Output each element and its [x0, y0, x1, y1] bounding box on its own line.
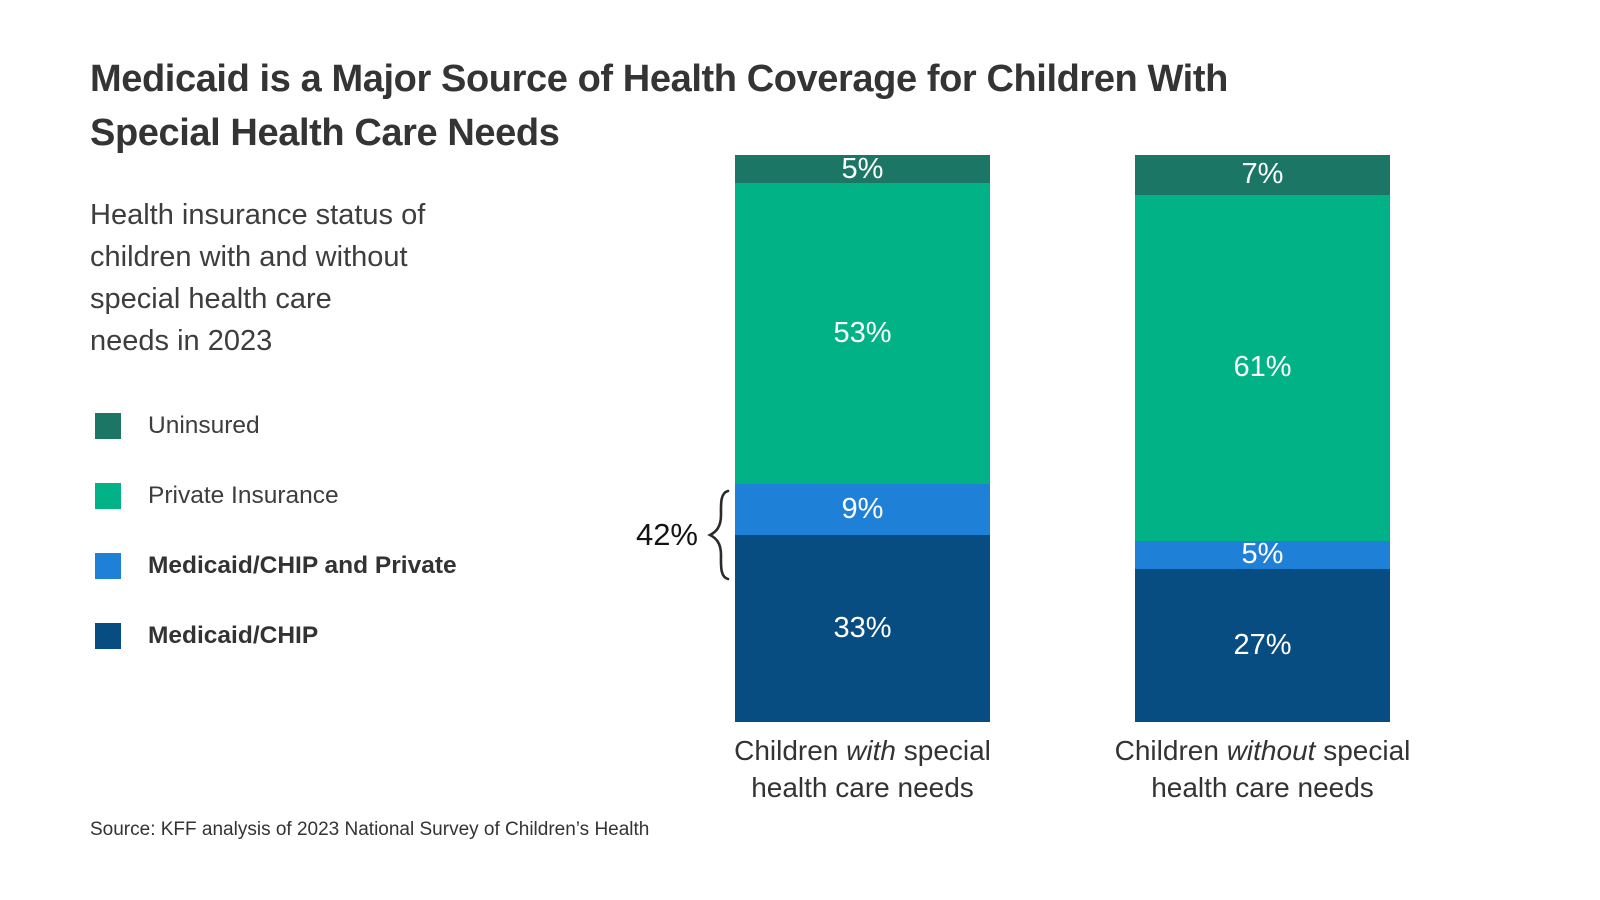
bar-segment-medicaid-chip: 33%: [735, 534, 990, 722]
legend-label: Uninsured: [148, 412, 260, 439]
uninsured-swatch-icon: [95, 413, 121, 439]
annotation-value: 42%: [635, 516, 698, 552]
legend-label: Medicaid/CHIP: [148, 622, 319, 649]
bar-segment-private-insurance: 53%: [735, 183, 990, 484]
bar-segment-uninsured: 7%: [1135, 155, 1390, 195]
medicaid-chip-swatch-icon: [95, 623, 121, 649]
segment-value-label: 7%: [1241, 158, 1284, 191]
legend-label: Private Insurance: [148, 482, 339, 509]
segment-value-label: 5%: [1241, 538, 1284, 571]
chart-title-line-2: Special Health Care Needs: [90, 112, 560, 154]
segment-value-label: 5%: [841, 152, 884, 185]
private-insurance-swatch-icon: [95, 483, 121, 509]
curly-brace-icon: [706, 489, 732, 586]
segment-value-label: 27%: [1233, 628, 1292, 661]
chart-title: Medicaid is a Major Source of Health Cov…: [90, 52, 1470, 160]
stacked-bar-0: 5% 53% 9% 33%: [735, 152, 990, 722]
axis-category-label-1: Children without special health care need…: [1114, 735, 1411, 803]
chart-subtitle: Health insurance status of children with…: [90, 194, 550, 362]
segment-value-label: 33%: [833, 611, 892, 644]
source-note: Source: KFF analysis of 2023 National Su…: [90, 819, 650, 840]
legend-item-medicaid-chip: Medicaid/CHIP: [95, 622, 457, 649]
bar-segment-medicaid-chip-and-private: 5%: [1135, 538, 1390, 571]
chart-subtitle-line-4: needs in 2023: [90, 325, 273, 357]
stacked-bar-1: 7% 61% 5% 27%: [1135, 155, 1390, 722]
chart-subtitle-line-3: special health care: [90, 283, 332, 315]
legend-item-private-insurance: Private Insurance: [95, 482, 457, 509]
medicaid-chip-and-private-swatch-icon: [95, 553, 121, 579]
segment-value-label: 61%: [1233, 351, 1292, 384]
segment-value-label: 9%: [841, 492, 884, 525]
chart-legend: Uninsured Private Insurance Medicaid/CHIP …: [95, 412, 457, 693]
legend-label: Medicaid/CHIP and Private: [148, 552, 457, 579]
bar-segment-private-insurance: 61%: [1135, 194, 1390, 541]
axis-category-label-0: Children with special health care needs: [734, 735, 991, 803]
chart-title-line-1: Medicaid is a Major Source of Health Cov…: [90, 58, 1228, 100]
chart-subtitle-line-1: Health insurance status of: [90, 199, 426, 231]
legend-item-medicaid-chip-and-private: Medicaid/CHIP and Private: [95, 552, 457, 579]
bar-segment-medicaid-chip: 27%: [1135, 568, 1390, 722]
bar-segment-medicaid-chip-and-private: 9%: [735, 483, 990, 535]
bar-segment-uninsured: 5%: [735, 152, 990, 185]
chart-subtitle-line-2: children with and without: [90, 241, 408, 273]
segment-value-label: 53%: [833, 317, 892, 350]
legend-item-uninsured: Uninsured: [95, 412, 457, 439]
